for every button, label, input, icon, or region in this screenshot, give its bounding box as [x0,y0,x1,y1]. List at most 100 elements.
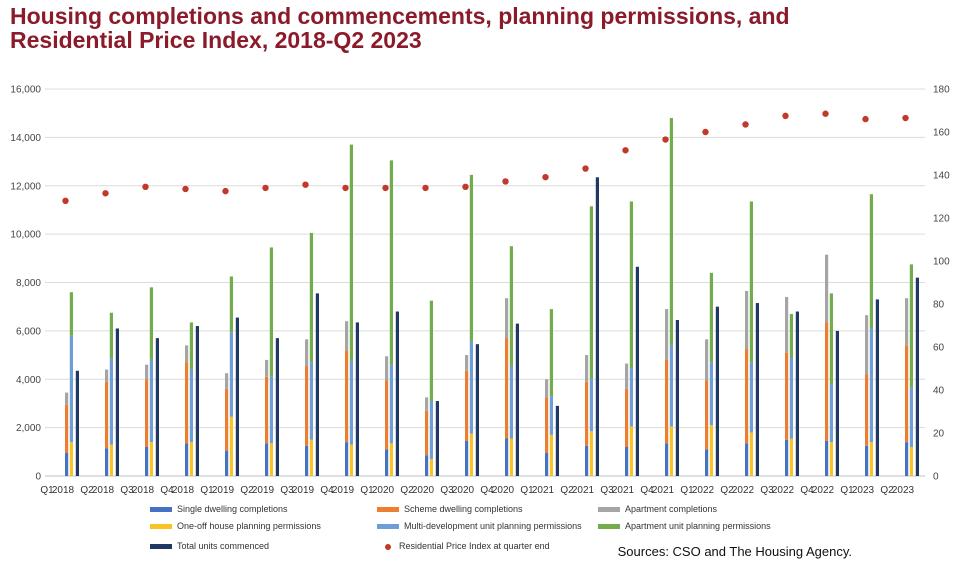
bar-permissions [749,201,753,363]
price-index-point [822,110,829,117]
bar-completions [305,339,309,366]
legend-label: Scheme dwelling completions [404,504,523,514]
bar-completions [585,381,589,446]
bar-permissions [709,425,713,476]
bar-completions [665,309,669,360]
bar-permissions [389,160,393,365]
legend-item: Residential Price Index at quarter end [377,541,550,551]
legend-item: Multi-development unit planning permissi… [377,521,582,531]
bar-completions [385,356,389,381]
bar-permissions [429,300,433,402]
x-tick-year: 2021 [572,485,595,496]
bar-permissions [229,332,233,417]
bar-commenced [515,323,519,476]
x-tick-quarter: Q2 [80,485,94,496]
y-right-tick-label: 0 [933,472,939,483]
x-tick-quarter: Q4 [640,485,654,496]
bar-completions [265,443,269,476]
bar-completions [425,397,429,411]
bar-completions [65,404,69,454]
y-left-tick-label: 6,000 [16,326,41,337]
bar-completions [345,442,349,476]
bar-completions [505,338,509,439]
x-tick-quarter: Q3 [120,485,134,496]
price-index-point [102,190,109,197]
legend-label: Apartment completions [625,504,718,514]
bar-completions [705,380,709,450]
x-tick-year: 2018 [172,485,195,496]
x-tick-quarter: Q2 [560,485,574,496]
legend-item: Apartment completions [598,504,717,514]
price-index-point [902,114,909,122]
price-index-point [622,147,629,154]
bar-commenced [435,401,439,476]
bar-completions [665,443,669,476]
bar-permissions [269,376,273,444]
bar-completions [905,442,909,476]
bar-completions [425,455,429,476]
bar-commenced [795,311,799,476]
bar-permissions [709,272,713,363]
x-tick-quarter: Q1 [360,485,374,496]
x-tick-year: 2020 [452,485,475,496]
bar-commenced [595,177,599,477]
bar-permissions [309,439,313,476]
x-tick-quarter: Q2 [880,485,894,496]
price-index-point [582,165,589,172]
x-tick-quarter: Q4 [320,485,334,496]
x-tick-quarter: Q3 [440,485,454,496]
x-tick-year: 2018 [92,485,115,496]
bar-completions [745,443,749,476]
bar-permissions [269,443,273,476]
bar-completions [185,443,189,476]
bar-completions [865,374,869,446]
bar-completions [265,359,269,377]
y-right-tick-label: 140 [933,171,950,182]
price-index-point [62,197,69,204]
bar-permissions [509,438,513,476]
y-right-tick-label: 20 [933,429,945,440]
bar-commenced [755,303,759,476]
bar-commenced [235,317,239,476]
bar-permissions [189,369,193,443]
bar-permissions [349,444,353,476]
bar-permissions [149,287,153,360]
price-index-point [662,136,669,143]
bar-completions [145,446,149,476]
chart-title: Housing completions and commencements, p… [10,4,790,52]
price-index-point [862,115,869,123]
bar-permissions [229,276,233,333]
x-tick-year: 2020 [372,485,395,496]
bar-permissions [349,361,353,445]
y-left-tick-label: 14,000 [10,133,41,144]
bar-commenced [315,293,319,476]
bar-completions [785,352,789,440]
chart-title-line-1: Housing completions and commencements, p… [10,3,790,29]
bar-permissions [669,118,673,346]
bar-completions [785,297,789,353]
bar-completions [105,448,109,476]
bar-completions [145,379,149,447]
x-tick-year: 2018 [132,485,155,496]
bar-completions [625,446,629,476]
bar-permissions [349,144,353,362]
x-tick-year: 2020 [492,485,515,496]
bar-permissions [189,322,193,370]
bar-completions [465,355,469,371]
bar-completions [185,362,189,444]
bar-permissions [149,359,153,443]
bar-completions [465,440,469,476]
bar-commenced [195,326,199,476]
bar-completions [305,365,309,446]
legend-label: Total units commenced [177,541,270,551]
price-index-point [222,187,229,195]
bar-completions [745,290,749,350]
y-left-tick-label: 12,000 [10,181,41,192]
x-tick-year: 2020 [412,485,435,496]
y-right-tick-label: 100 [933,257,950,268]
bar-completions [505,438,509,476]
legend-item: Total units commenced [150,541,269,551]
bar-commenced [355,322,359,476]
legend-swatch [598,524,620,530]
bar-completions [305,445,309,476]
